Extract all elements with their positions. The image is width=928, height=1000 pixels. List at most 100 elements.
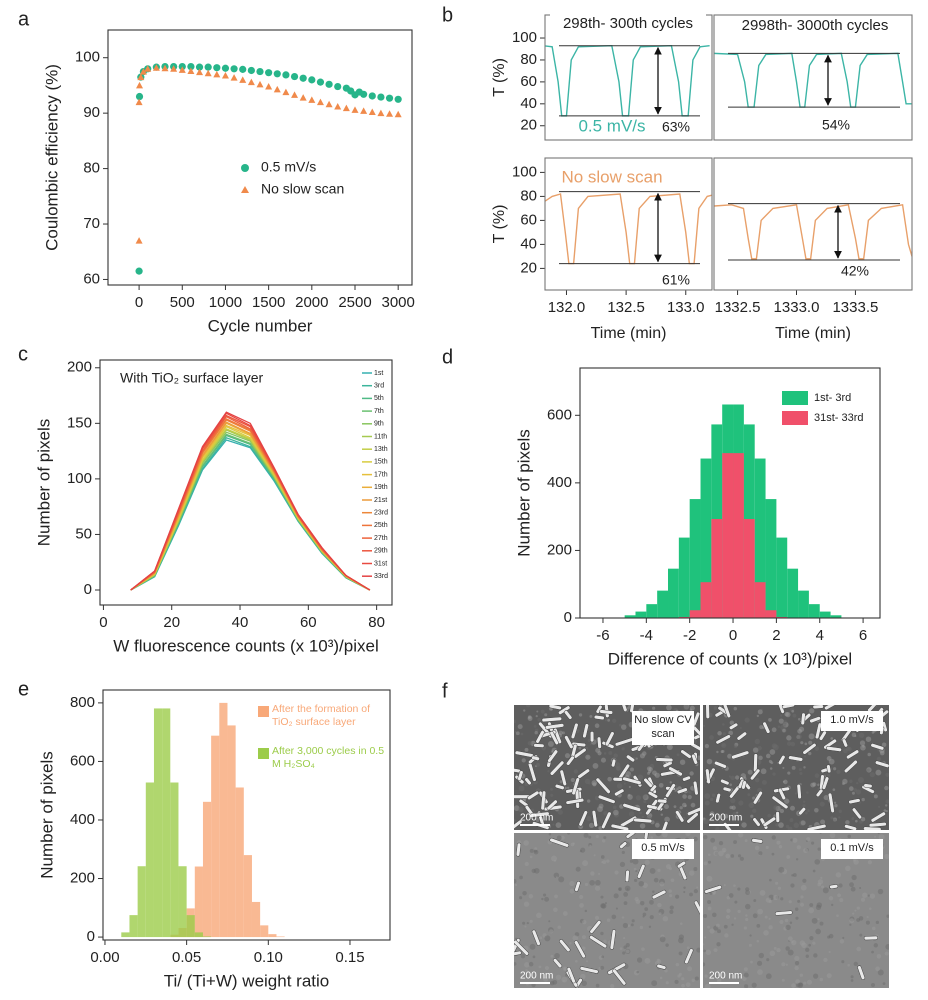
sem-texture — [579, 903, 584, 908]
sem-texture — [613, 809, 619, 816]
panel-title: 2998th- 3000th cycles — [742, 17, 889, 34]
sem-rod — [609, 929, 617, 950]
sem-texture — [771, 852, 775, 856]
sem-texture — [718, 850, 724, 857]
sem-texture — [555, 876, 558, 879]
y-tick-label: 200 — [547, 541, 572, 558]
y-tick-label: 100 — [512, 163, 537, 180]
sem-texture — [711, 970, 715, 974]
point — [195, 63, 204, 71]
histogram-bar — [711, 519, 723, 618]
sem-texture — [675, 962, 680, 967]
sem-texture — [723, 884, 726, 887]
sem-texture — [733, 744, 738, 749]
sem-texture — [878, 834, 885, 841]
sem-texture — [685, 833, 691, 837]
sem-texture — [669, 905, 674, 910]
sem-texture — [729, 720, 735, 725]
sem-texture — [749, 934, 752, 937]
sem-texture — [572, 842, 575, 845]
sem-rod — [656, 963, 667, 970]
legend-label: 1st — [374, 370, 383, 377]
sem-texture — [754, 845, 760, 851]
sem-rod — [868, 822, 887, 828]
sem-rod — [731, 750, 750, 760]
image-label-box — [821, 839, 883, 859]
x-tick-label: 20 — [163, 614, 180, 631]
sem-texture — [752, 913, 758, 919]
sem-texture — [738, 833, 744, 838]
sem-texture — [589, 714, 593, 718]
sem-texture — [807, 809, 810, 813]
sem-texture — [826, 973, 832, 979]
sem-rod — [514, 940, 529, 956]
sem-texture — [608, 750, 613, 755]
plot-frame — [713, 157, 913, 291]
sem-texture — [860, 817, 866, 822]
sem-rod — [626, 754, 635, 763]
sem-texture — [514, 719, 517, 724]
sem-texture — [877, 888, 884, 895]
sem-rod — [729, 722, 739, 730]
x-axis-label: W fluorescence counts (x 10³)/pixel — [113, 636, 379, 655]
point — [247, 78, 255, 86]
sem-texture — [533, 849, 539, 855]
sem-texture — [785, 712, 791, 718]
sem-rod — [637, 864, 646, 879]
x-axis-label: Cycle number — [208, 316, 313, 335]
sem-texture — [841, 960, 845, 964]
sem-texture — [603, 836, 607, 840]
sem-rod — [622, 776, 642, 785]
sem-rod — [705, 705, 710, 719]
sem-texture — [687, 966, 693, 972]
sem-texture — [527, 741, 533, 746]
sem-texture — [843, 748, 848, 754]
sem-texture — [593, 854, 596, 857]
x-tick-label: 0.15 — [335, 949, 364, 966]
sem-texture — [594, 915, 600, 920]
sem-rod — [676, 787, 688, 794]
sem-texture — [756, 939, 760, 943]
sem-texture — [744, 984, 749, 988]
x-tick-label: 0.05 — [172, 949, 201, 966]
sem-texture — [524, 962, 530, 968]
sem-texture — [859, 933, 863, 937]
sem-texture — [833, 801, 837, 804]
sem-texture — [694, 976, 699, 981]
sem-texture — [529, 855, 533, 859]
legend-label: 9th — [374, 421, 384, 428]
sem-texture — [797, 899, 801, 903]
sem-rod — [604, 731, 615, 747]
sem-texture — [745, 917, 749, 922]
sem-texture — [715, 826, 720, 830]
sem-texture — [812, 941, 816, 945]
sem-texture — [832, 818, 837, 822]
sem-texture — [664, 816, 670, 823]
sem-texture — [784, 798, 790, 804]
sem-texture — [517, 724, 523, 730]
legend-marker — [241, 164, 249, 172]
sem-texture — [750, 960, 753, 964]
sem-texture — [771, 727, 777, 733]
sem-texture — [616, 783, 623, 789]
sem-texture — [518, 806, 524, 813]
sem-texture — [806, 791, 809, 794]
sem-texture — [790, 883, 795, 888]
sem-texture — [535, 762, 540, 767]
sem-texture — [669, 909, 674, 914]
sem-texture — [523, 901, 530, 907]
sem-rod — [687, 805, 700, 816]
sem-texture — [597, 806, 603, 813]
sem-texture — [795, 907, 799, 911]
sem-texture — [554, 952, 560, 959]
image-label-box — [632, 839, 694, 859]
sem-rod — [566, 967, 576, 984]
sem-texture — [786, 735, 792, 741]
sem-texture — [819, 833, 822, 835]
sem-rod — [841, 738, 848, 748]
y-tick-label: 800 — [70, 694, 95, 711]
sem-texture — [800, 741, 804, 745]
sem-texture — [814, 859, 821, 865]
sem-rod — [694, 900, 700, 917]
sem-texture — [575, 866, 581, 872]
